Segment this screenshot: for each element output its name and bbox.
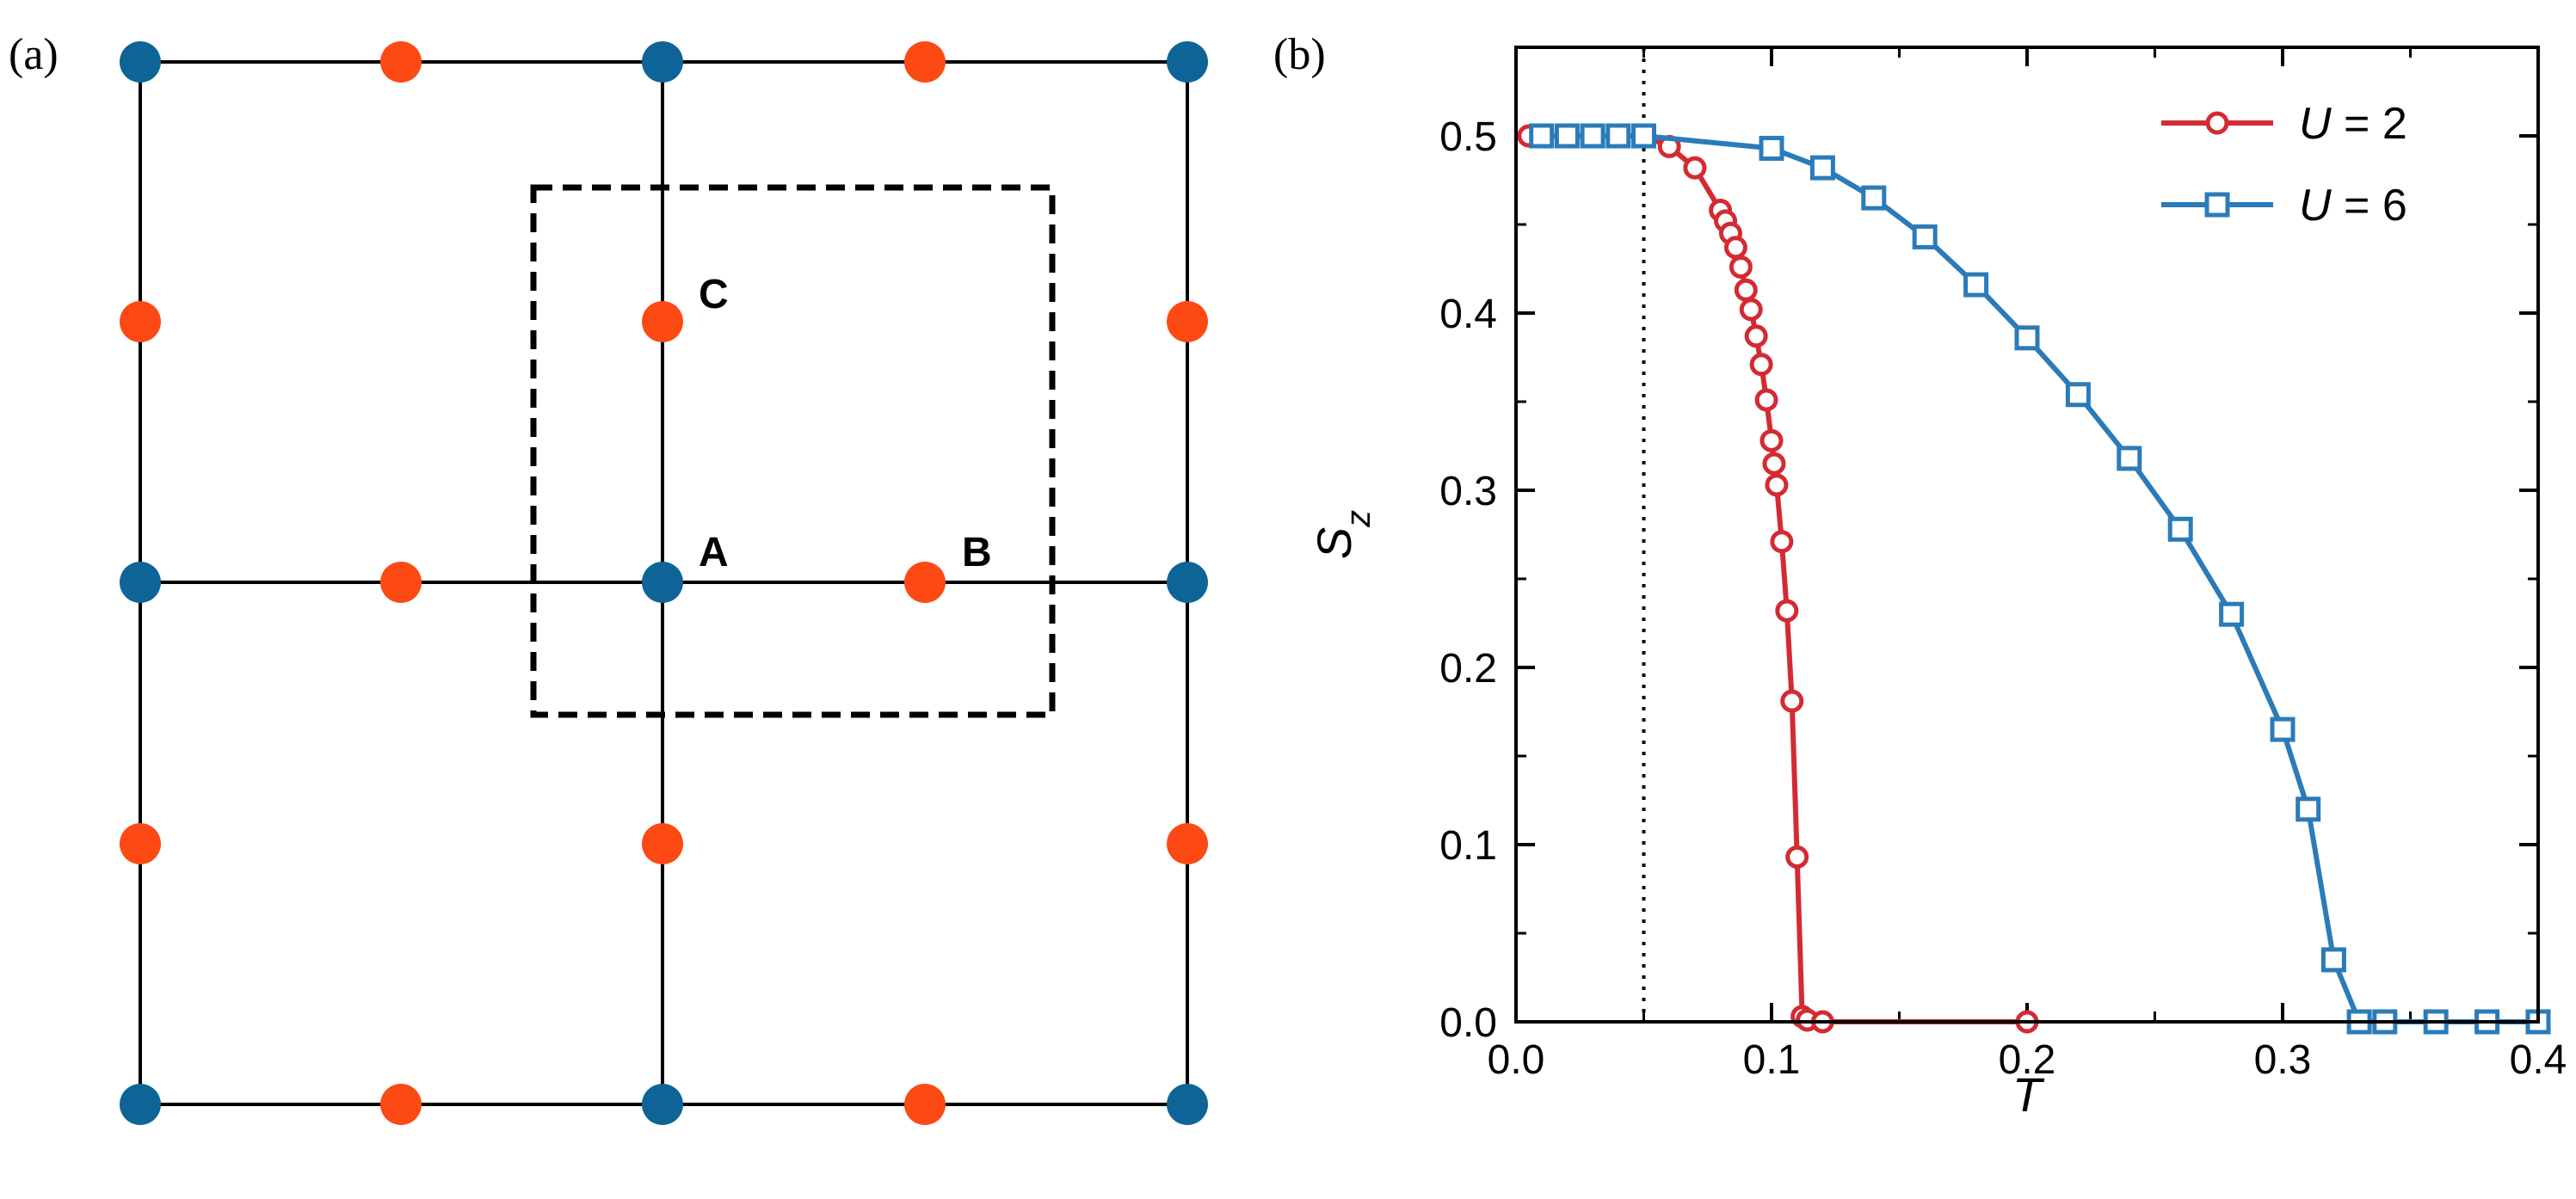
- data-point: [1912, 224, 1938, 249]
- legend-label-var: U: [2299, 181, 2332, 231]
- data-point: [2296, 796, 2321, 822]
- site-label-a: A: [699, 530, 729, 575]
- y-tick-label: 0.2: [1439, 646, 1497, 692]
- lattice-site-a: [1167, 562, 1208, 603]
- lattice-site-a: [1167, 41, 1208, 83]
- series-line: [1541, 133, 2538, 1024]
- data-point: [2065, 382, 2091, 408]
- x-tick-label: 0.4: [2510, 1037, 2567, 1083]
- data-point: [2270, 716, 2296, 742]
- data-point: [1759, 135, 1784, 161]
- lattice-site-bc: [120, 301, 161, 342]
- data-point: [1729, 255, 1753, 279]
- lattice-site-bc: [120, 823, 161, 864]
- y-axis-title-main: S: [1307, 527, 1361, 559]
- data-point: [1683, 156, 1707, 180]
- data-point: [1734, 278, 1758, 302]
- unit-cell-box: [530, 184, 1056, 718]
- lattice-site-a: [120, 41, 161, 83]
- data-point: [1744, 324, 1768, 348]
- series-2: [1529, 123, 2551, 1035]
- lattice-site-bc: [380, 562, 422, 603]
- data-point: [1770, 530, 1794, 554]
- y-axis-title-subscript: z: [1340, 510, 1377, 528]
- panel-a-label: (a): [9, 30, 59, 79]
- data-point: [2167, 516, 2193, 542]
- data-point: [1723, 236, 1747, 260]
- data-point: [1631, 123, 1656, 149]
- legend-label: U = 2: [2299, 99, 2407, 149]
- lattice-site-a: [642, 562, 683, 603]
- data-point: [1775, 599, 1799, 623]
- lattice-site-bc: [904, 41, 946, 83]
- site-label-c: C: [699, 272, 729, 317]
- legend-label-value: = 2: [2332, 99, 2407, 149]
- lattice-site-a: [120, 562, 161, 603]
- legend-item-1: U = 2: [2161, 99, 2407, 149]
- lattice-site-a: [1167, 1084, 1208, 1125]
- lattice-site-bc: [380, 41, 422, 83]
- data-point: [1529, 123, 1555, 149]
- data-point: [1739, 298, 1763, 322]
- data-point: [1780, 689, 1804, 713]
- lattice-site-bc: [904, 1084, 946, 1125]
- x-tick-label: 0.2: [1999, 1037, 2056, 1083]
- data-point: [1754, 388, 1778, 412]
- x-tick-label: 0.3: [2254, 1037, 2312, 1083]
- lattice-site-a: [642, 1084, 683, 1125]
- data-point: [1765, 473, 1789, 497]
- lattice-site-bc: [642, 301, 683, 342]
- legend: U = 2U = 6: [2161, 99, 2407, 231]
- y-tick-label: 0.4: [1439, 292, 1497, 337]
- site-label-b: B: [962, 530, 992, 575]
- data-point: [1749, 353, 1773, 377]
- data-point: [1605, 123, 1631, 149]
- chart-series: [1517, 123, 2551, 1035]
- y-tick-label: 0.0: [1439, 1000, 1497, 1046]
- lattice-site-a: [642, 41, 683, 83]
- data-point: [1785, 845, 1809, 869]
- data-point: [1809, 155, 1835, 181]
- data-point: [1580, 123, 1605, 149]
- data-point: [1759, 428, 1784, 452]
- data-point: [1861, 185, 1887, 211]
- plot-frame: [1514, 46, 2540, 1024]
- x-axis-title: T: [2012, 1067, 2045, 1122]
- data-point: [1762, 452, 1786, 476]
- chart-panel: (b) 0.0 0.1 0.2 0.3 0.40.00.10.20.30.40.5 T …: [1273, 30, 2567, 1122]
- data-point: [1554, 123, 1580, 149]
- lattice-site-a: [120, 1084, 161, 1125]
- data-point: [2320, 947, 2346, 973]
- tick-labels: 0.0 0.1 0.2 0.3 0.4 0.0 0.1 0.2 0.3 0.4 0.5: [1439, 114, 2567, 1083]
- data-point: [2219, 601, 2245, 627]
- lattice-sites: [120, 41, 1208, 1125]
- legend-label-value: = 6: [2332, 181, 2407, 231]
- legend-item-2: U = 6: [2161, 181, 2407, 231]
- lattice-site-bc: [1167, 823, 1208, 864]
- legend-marker: [2204, 192, 2230, 218]
- legend-label-var: U: [2299, 99, 2332, 149]
- y-tick-label: 0.3: [1439, 469, 1497, 514]
- x-tick-label: 0.1: [1743, 1037, 1801, 1083]
- x-tick-label: 0.0: [1488, 1037, 1545, 1083]
- y-tick-label: 0.1: [1439, 823, 1497, 869]
- data-point: [2117, 446, 2142, 471]
- y-tick-label: 0.5: [1439, 114, 1497, 160]
- panel-b-label: (b): [1273, 30, 1326, 79]
- legend-label: U = 6: [2299, 181, 2407, 231]
- data-point: [1963, 272, 1989, 298]
- series-1: [1517, 124, 2039, 1034]
- lattice-site-bc: [642, 823, 683, 864]
- lattice-site-bc: [904, 562, 946, 603]
- data-point: [2014, 325, 2040, 351]
- lattice-site-bc: [380, 1084, 422, 1125]
- legend-marker: [2205, 111, 2229, 135]
- lattice-site-bc: [1167, 301, 1208, 342]
- series-line: [1528, 133, 2027, 1024]
- lattice-panel: (a) C A B: [9, 30, 1208, 1125]
- y-axis-title: Sz: [1307, 510, 1377, 559]
